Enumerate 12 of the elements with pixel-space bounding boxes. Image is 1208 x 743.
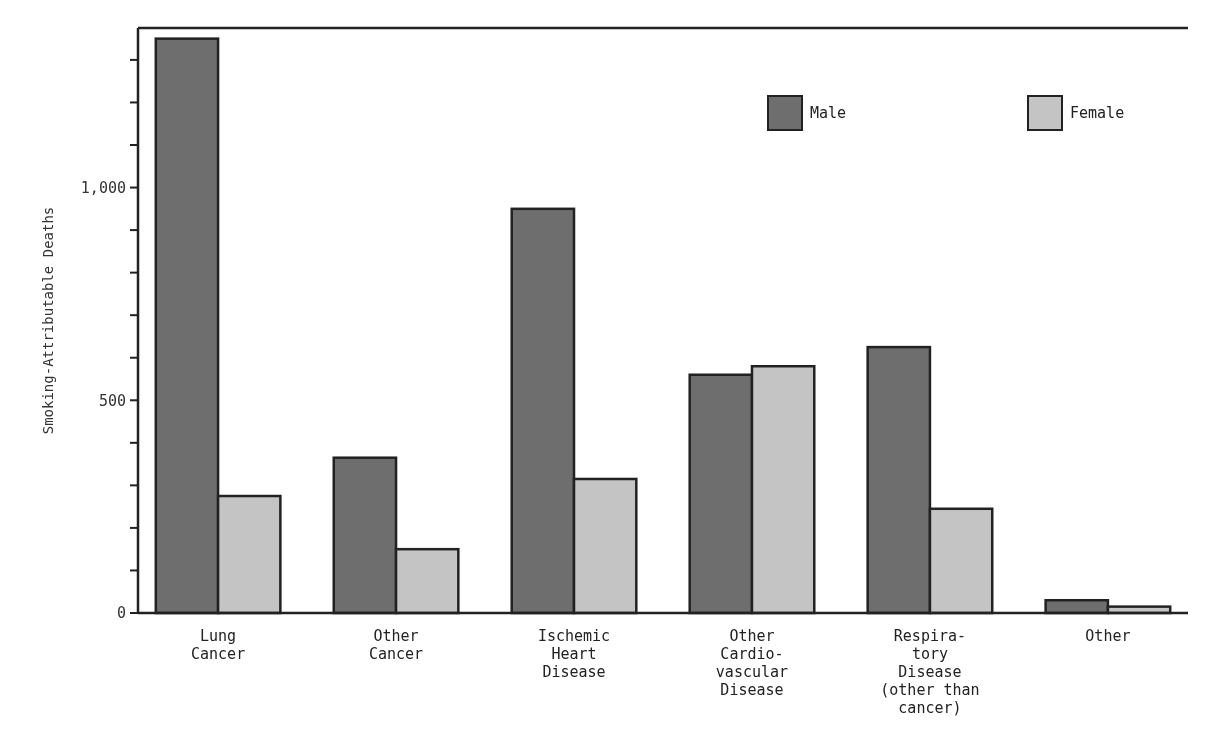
x-tick-label: Other [1085,627,1131,645]
x-tick-label: Ischemic Heart Disease [537,627,611,681]
x-tick-label: Other Cardio- vascular Disease [715,627,789,699]
y-tick-label: 0 [116,604,126,623]
legend-label: Male [810,104,847,123]
y-tick-label: 500 [98,391,126,410]
x-tick-label: Respira- tory Disease (other than cancer) [880,627,980,717]
y-tick-label: 1,000 [80,178,126,197]
x-tick-label: Lung Cancer [190,627,246,663]
y-axis-title: Smoking-Attributable Deaths [40,206,56,435]
legend-label: Female [1070,104,1125,123]
x-tick-label: Other Cancer [368,627,424,663]
